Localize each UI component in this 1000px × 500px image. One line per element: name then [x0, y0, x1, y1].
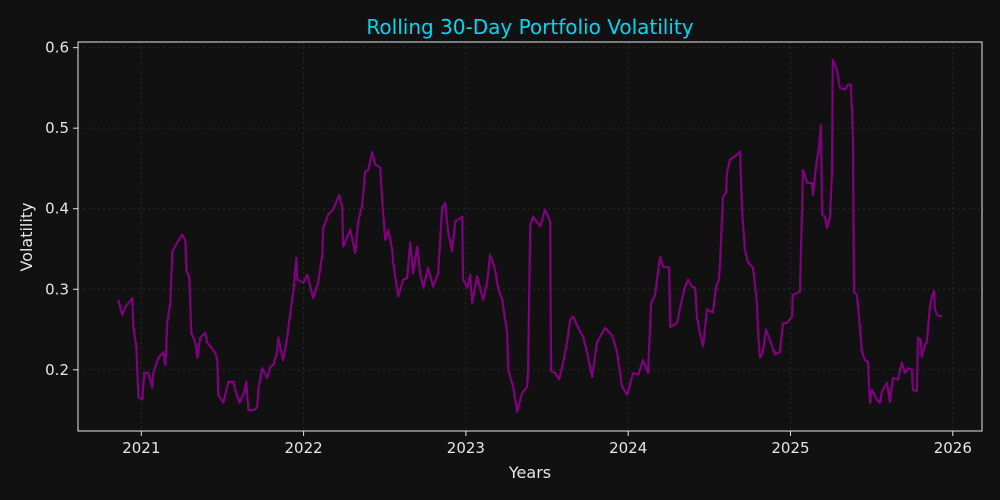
- y-axis-label: Volatility: [17, 202, 36, 271]
- volatility-line: [117, 58, 943, 413]
- chart-title: Rolling 30-Day Portfolio Volatility: [366, 15, 693, 39]
- x-axis-ticks: 2021 2022 2023 2024 2025 2026: [122, 431, 972, 457]
- y-axis-ticks: 0.2 0.3 0.4 0.5 0.6: [45, 39, 78, 379]
- y-tick-label: 0.3: [45, 280, 69, 298]
- plot-frame: [77, 41, 983, 432]
- x-tick-label: 2025: [771, 439, 809, 457]
- y-tick-label: 0.2: [45, 361, 69, 379]
- x-axis-label: Years: [508, 463, 551, 482]
- y-tick-label: 0.5: [45, 119, 69, 137]
- x-tick-label: 2022: [285, 439, 323, 457]
- x-tick-label: 2023: [447, 439, 485, 457]
- y-tick-label: 0.4: [45, 200, 69, 218]
- x-tick-label: 2026: [934, 439, 972, 457]
- x-tick-label: 2021: [122, 439, 160, 457]
- x-tick-label: 2024: [609, 439, 647, 457]
- y-tick-label: 0.6: [45, 39, 69, 57]
